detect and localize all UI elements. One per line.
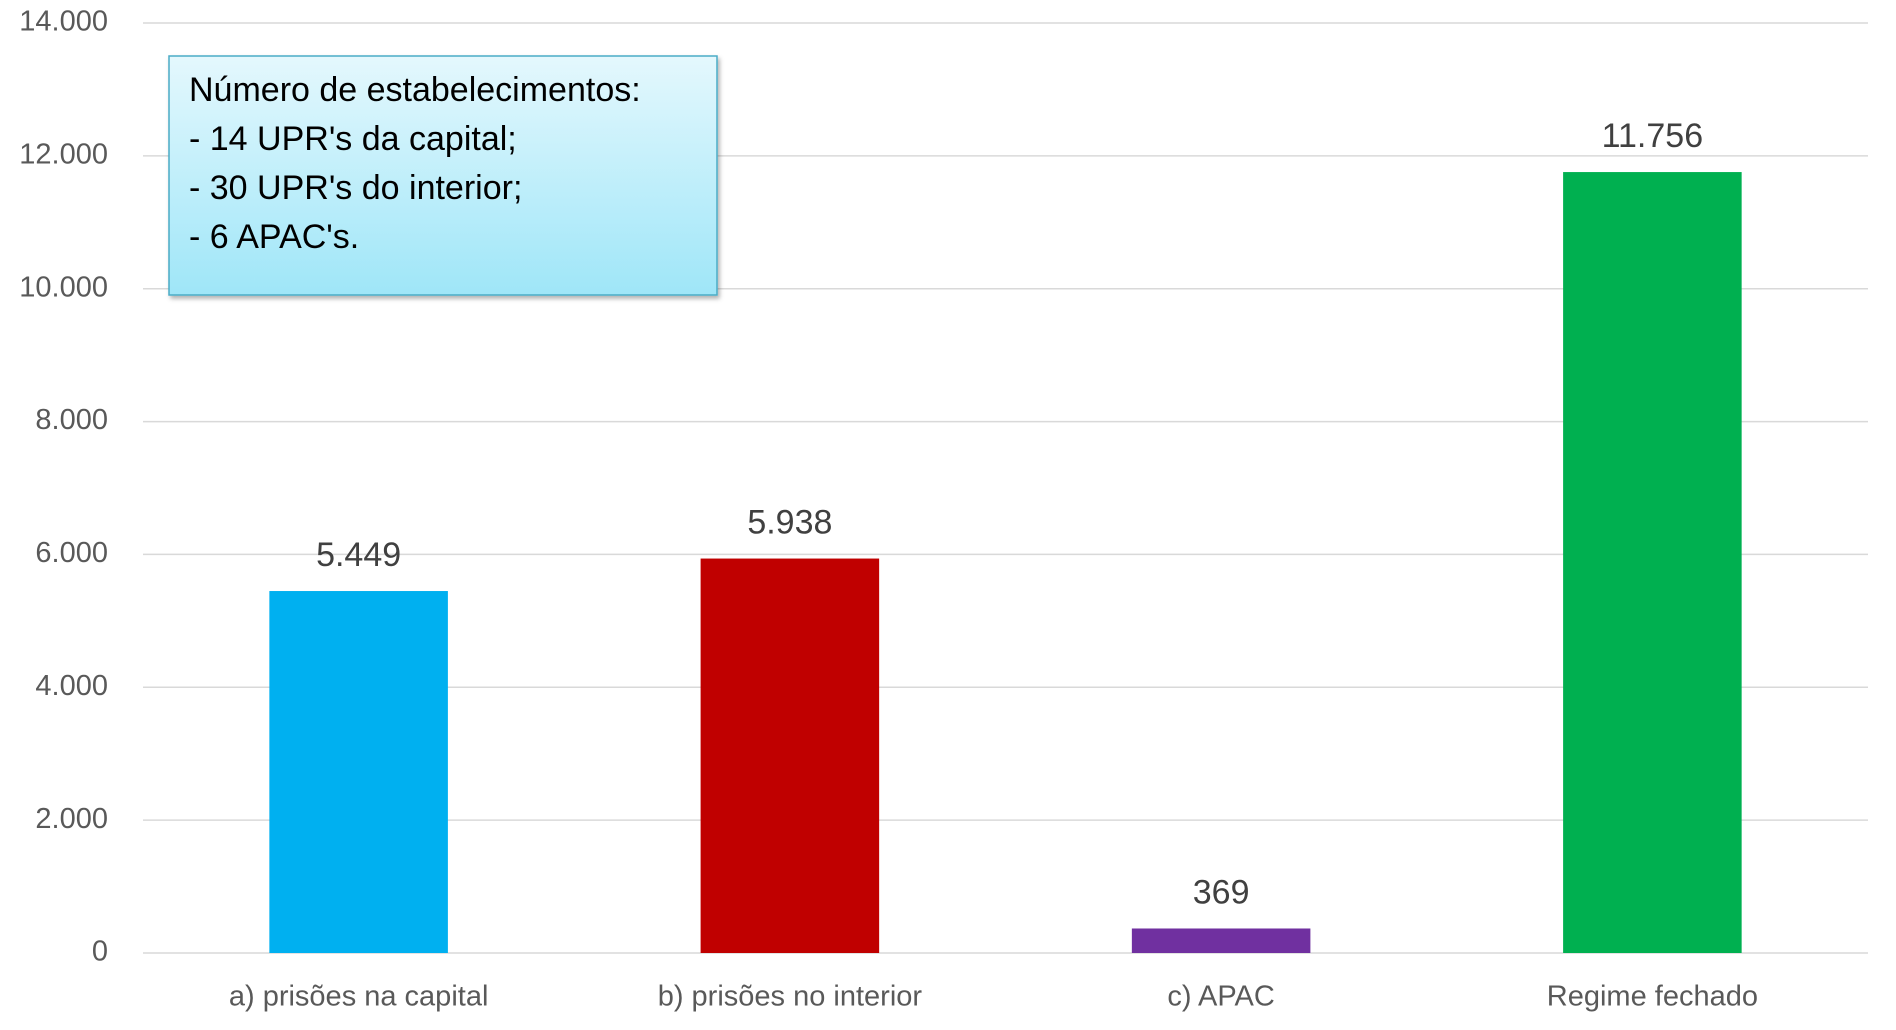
y-tick-label: 12.000	[19, 139, 108, 171]
bar	[1131, 928, 1311, 953]
x-tick-label: Regime fechado	[1547, 981, 1758, 1013]
y-tick-label: 6.000	[35, 537, 108, 569]
y-tick-label: 8.000	[35, 404, 108, 436]
y-tick-label: 4.000	[35, 670, 108, 702]
y-tick-label: 14.000	[19, 6, 108, 38]
y-tick-label: 2.000	[35, 803, 108, 835]
x-tick-label: c) APAC	[1167, 981, 1274, 1013]
bar	[269, 591, 448, 953]
annotation-line: - 6 APAC's.	[189, 218, 359, 256]
y-tick-label: 10.000	[19, 271, 108, 303]
bar	[700, 558, 880, 953]
x-tick-label: b) prisões no interior	[658, 981, 923, 1013]
data-label: 5.449	[316, 536, 401, 574]
annotation-box	[168, 55, 718, 296]
y-tick-label: 0	[92, 936, 108, 968]
annotation-line: - 30 UPR's do interior;	[189, 169, 522, 207]
bar	[1563, 172, 1742, 953]
x-tick-label: a) prisões na capital	[229, 981, 489, 1013]
annotation-line: Número de estabelecimentos:	[189, 71, 641, 109]
data-label: 5.938	[747, 504, 832, 542]
annotation-line: - 14 UPR's da capital;	[189, 120, 517, 158]
data-label: 369	[1193, 873, 1250, 911]
data-label: 11.756	[1602, 117, 1703, 155]
